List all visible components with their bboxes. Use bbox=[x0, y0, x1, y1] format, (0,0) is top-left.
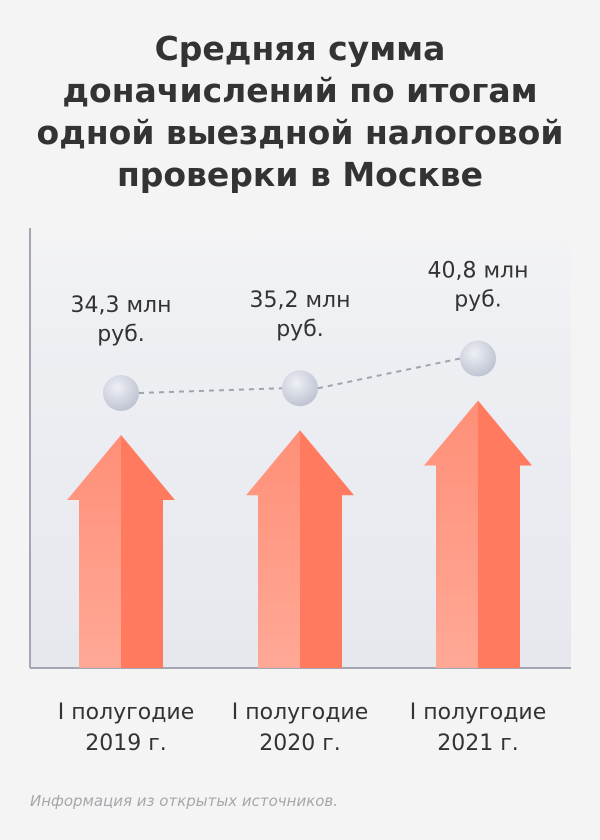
category-label: I полугодие 2021 г. bbox=[410, 700, 546, 756]
chart-title: Средняя сумма доначислений по итогам одн… bbox=[36, 29, 564, 194]
bar-arrow-left-half bbox=[246, 430, 300, 668]
value-label: 40,8 млн руб. bbox=[427, 259, 528, 313]
data-point-dot bbox=[460, 340, 496, 377]
bar-arrow bbox=[424, 400, 532, 668]
value-label-line: 40,8 млн bbox=[427, 259, 528, 284]
category-label-line: I полугодие bbox=[232, 700, 368, 725]
value-label-line: руб. bbox=[276, 317, 324, 342]
value-label-line: 34,3 млн bbox=[70, 293, 171, 318]
bar-arrow bbox=[246, 430, 354, 668]
value-label-line: руб. bbox=[454, 288, 502, 313]
bar-arrow-right-half bbox=[121, 435, 175, 668]
data-point-dot bbox=[282, 370, 318, 407]
data-point-dot bbox=[103, 375, 139, 411]
category-label-line: 2019 г. bbox=[85, 731, 167, 756]
bar-arrow-left-half bbox=[67, 435, 121, 668]
category-label-line: I полугодие bbox=[58, 700, 194, 725]
bar-arrow bbox=[67, 435, 175, 668]
value-label-line: руб. bbox=[97, 322, 145, 347]
category-label: I полугодие 2020 г. bbox=[232, 700, 368, 756]
category-label-line: I полугодие bbox=[410, 700, 546, 725]
category-label-line: 2021 г. bbox=[437, 731, 519, 756]
value-label: 35,2 млн руб. bbox=[249, 288, 350, 342]
category-label-line: 2020 г. bbox=[259, 731, 341, 756]
bar-arrow-left-half bbox=[424, 400, 478, 668]
trend-connector bbox=[138, 387, 283, 394]
category-label: I полугодие 2019 г. bbox=[58, 700, 194, 756]
bar-arrow-right-half bbox=[300, 430, 354, 668]
trend-connector bbox=[317, 357, 461, 390]
bar-arrow-right-half bbox=[478, 400, 532, 668]
value-label-line: 35,2 млн bbox=[249, 288, 350, 313]
source-note: Информация из открытых источников. bbox=[30, 792, 339, 810]
value-label: 34,3 млн руб. bbox=[70, 293, 171, 347]
